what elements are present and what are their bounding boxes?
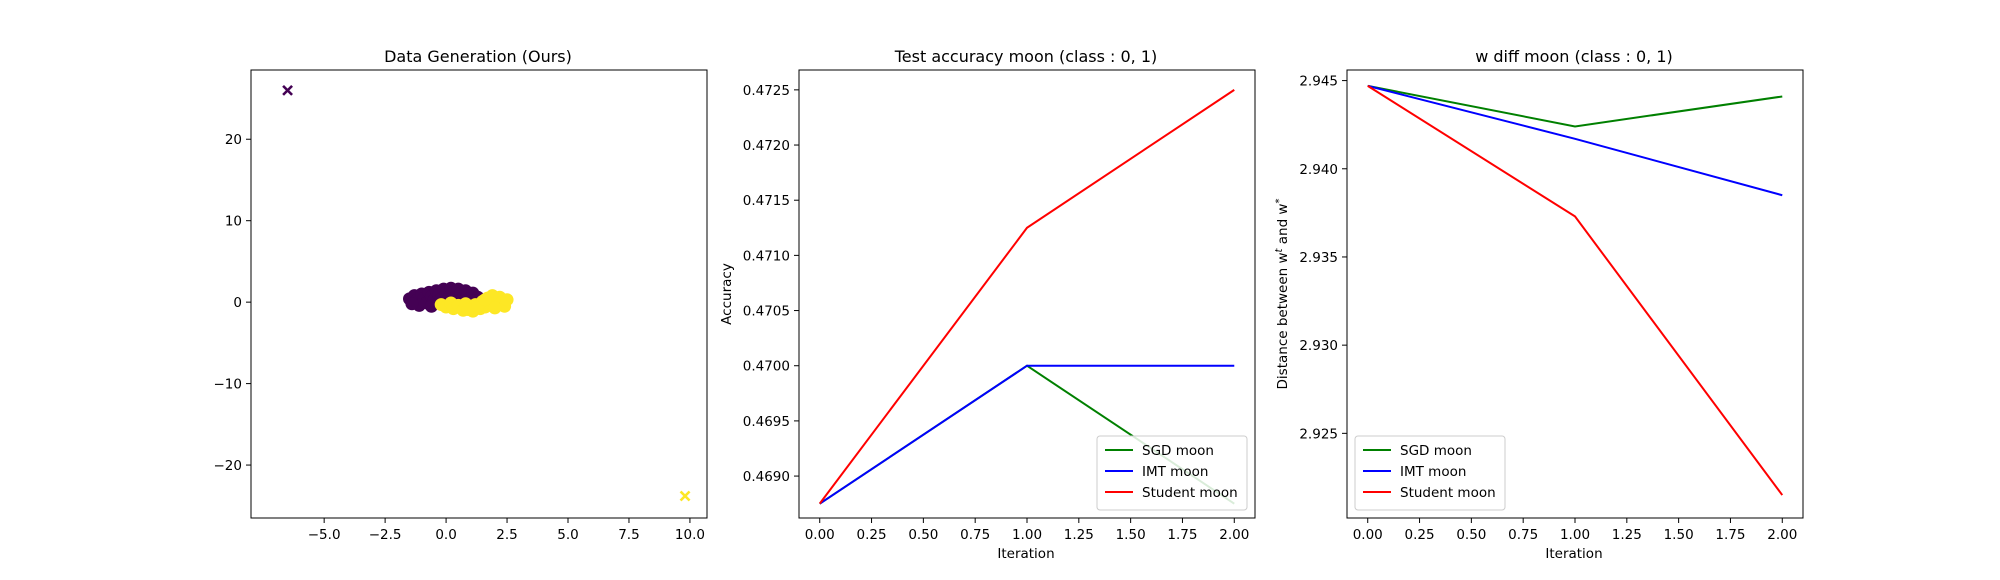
wdiff-y-tick-label: 2.935 — [1299, 250, 1338, 266]
wdiff-y-tick-label: 2.930 — [1299, 338, 1338, 354]
wdiff-y-tick-label: 2.945 — [1299, 74, 1338, 90]
accuracy-y-ticks: 0.4690 0.4695 0.4700 0.4705 0.4710 0.4715 0.47… — [743, 83, 799, 485]
accuracy-y-tick-label: 0.4705 — [743, 304, 790, 320]
wdiff-plot-frame — [1346, 69, 1804, 519]
accuracy-y-tick-label: 0.4695 — [743, 414, 790, 430]
scatter-x-tick-label: −5.0 — [308, 527, 341, 543]
wdiff-x-ticks: 0.00 0.25 0.50 0.75 1.00 1.25 1.50 1.75 2.00 — [1353, 518, 1797, 543]
scatter-y-tick-label: −20 — [214, 458, 243, 474]
accuracy-y-tick-label: 0.4725 — [743, 83, 790, 99]
accuracy-y-tick-label: 0.4710 — [743, 248, 790, 264]
scatter-title: Data Generation (Ours) — [384, 47, 572, 66]
wdiff-x-tick-label: 0.75 — [1508, 527, 1538, 543]
legend-box — [1096, 435, 1248, 511]
prototype-x-marker — [679, 490, 691, 502]
series-line — [1367, 84, 1783, 128]
scatter-point — [424, 299, 438, 313]
scatter-point — [488, 301, 502, 315]
scatter-x-tick-label: −2.5 — [369, 527, 402, 543]
wdiff-x-axis-label: Iteration — [1545, 546, 1602, 562]
legend-box — [1354, 435, 1506, 511]
wdiff-panel: w diff moon (class : 0, 1) 0.00 0.25 0.50 0… — [1274, 47, 1804, 562]
accuracy-y-axis-label: Accuracy — [719, 263, 735, 325]
wdiff-lines — [1367, 84, 1784, 496]
series-line — [1367, 85, 1784, 496]
scatter-x-ticks: −5.0 −2.5 0.0 2.5 5.0 7.5 10.0 — [308, 518, 705, 543]
scatter-y-tick-label: 10 — [225, 214, 242, 230]
wdiff-x-tick-label: 1.00 — [1560, 527, 1590, 543]
scatter-point — [478, 293, 492, 307]
scatter-y-tick-label: 0 — [233, 295, 242, 311]
wdiff-y-tick-label: 2.925 — [1299, 426, 1338, 442]
legend-label: IMT moon — [1400, 464, 1466, 480]
scatter-marks — [282, 84, 691, 502]
scatter-plot-frame — [250, 69, 708, 519]
scatter-x-tick-label: 5.0 — [557, 527, 578, 543]
accuracy-x-tick-label: 0.50 — [908, 527, 938, 543]
accuracy-x-tick-label: 1.25 — [1064, 527, 1094, 543]
legend-label: Student moon — [1400, 485, 1496, 501]
prototype-x-marker — [282, 84, 293, 96]
accuracy-y-tick-label: 0.4700 — [743, 359, 790, 375]
legend-label: IMT moon — [1142, 464, 1208, 480]
accuracy-plot-frame — [798, 69, 1256, 519]
scatter-x-tick-label: 0.0 — [435, 527, 456, 543]
series-line — [818, 89, 1235, 505]
scatter-x-tick-label: 10.0 — [675, 527, 705, 543]
wdiff-y-tick-label: 2.940 — [1299, 162, 1338, 178]
accuracy-x-tick-label: 0.75 — [960, 527, 990, 543]
scatter-panel: Data Generation (Ours) −5.0 −2.5 0.0 2.5 5.0… — [214, 47, 708, 543]
legend-label: SGD moon — [1142, 443, 1214, 459]
scatter-x-tick-label: 7.5 — [618, 527, 639, 543]
accuracy-x-tick-label: 1.50 — [1116, 527, 1146, 543]
wdiff-x-tick-label: 2.00 — [1767, 527, 1797, 543]
accuracy-y-tick-label: 0.4715 — [743, 193, 790, 209]
accuracy-x-tick-label: 0.25 — [857, 527, 887, 543]
legend-label: Student moon — [1142, 485, 1238, 501]
wdiff-x-tick-label: 1.50 — [1664, 527, 1694, 543]
wdiff-x-tick-label: 1.75 — [1715, 527, 1745, 543]
wdiff-x-tick-label: 0.00 — [1353, 527, 1383, 543]
legend-label: SGD moon — [1400, 443, 1472, 459]
series-line — [819, 364, 1235, 505]
wdiff-y-ticks: 2.925 2.930 2.935 2.940 2.945 — [1299, 74, 1347, 442]
wdiff-legend: SGD moon IMT moon Student moon — [1354, 435, 1506, 511]
accuracy-x-tick-label: 1.00 — [1012, 527, 1042, 543]
accuracy-x-tick-label: 1.75 — [1167, 527, 1197, 543]
accuracy-x-axis-label: Iteration — [997, 546, 1054, 562]
series-line — [1367, 84, 1783, 197]
accuracy-x-ticks: 0.00 0.25 0.50 0.75 1.00 1.25 1.50 1.75 2.00 — [805, 518, 1249, 543]
accuracy-x-tick-label: 0.00 — [805, 527, 835, 543]
accuracy-legend: SGD moon IMT moon Student moon — [1096, 435, 1248, 511]
accuracy-y-tick-label: 0.4690 — [743, 469, 790, 485]
accuracy-x-tick-label: 2.00 — [1219, 527, 1249, 543]
scatter-point — [405, 297, 419, 311]
accuracy-y-tick-label: 0.4720 — [743, 138, 790, 154]
scatter-point — [500, 293, 514, 307]
wdiff-x-tick-label: 0.50 — [1456, 527, 1486, 543]
wdiff-x-tick-label: 1.25 — [1612, 527, 1642, 543]
scatter-y-ticks: −20 −10 0 10 20 — [214, 132, 251, 474]
accuracy-title: Test accuracy moon (class : 0, 1) — [894, 47, 1158, 66]
scatter-y-tick-label: 20 — [225, 132, 242, 148]
scatter-y-tick-label: −10 — [214, 377, 243, 393]
wdiff-title: w diff moon (class : 0, 1) — [1475, 47, 1673, 66]
wdiff-x-tick-label: 0.25 — [1405, 527, 1435, 543]
wdiff-y-axis-label: Distance between wt and w* — [1274, 199, 1292, 390]
accuracy-panel: Test accuracy moon (class : 0, 1) 0.00 0.… — [719, 47, 1256, 562]
scatter-x-tick-label: 2.5 — [496, 527, 517, 543]
scatter-point — [461, 302, 475, 316]
